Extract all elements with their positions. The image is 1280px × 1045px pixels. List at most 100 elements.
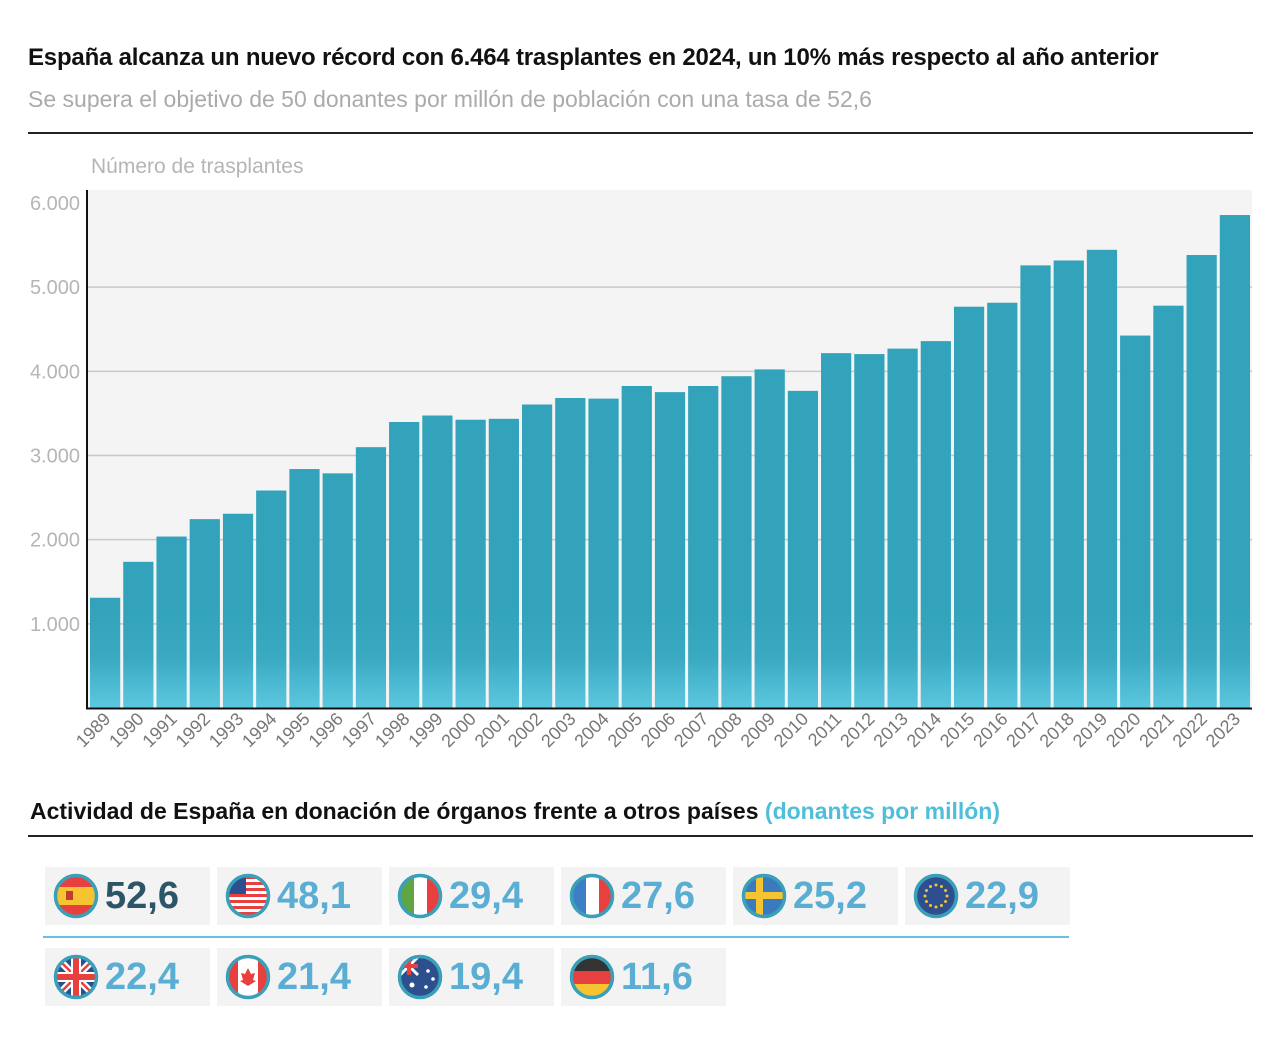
x-tick-label: 1990 xyxy=(105,709,147,751)
bar-1999 xyxy=(422,415,453,708)
bar-2022 xyxy=(1186,255,1217,708)
x-tick-label: 2009 xyxy=(737,709,779,751)
x-tick-label: 1995 xyxy=(271,709,313,751)
x-tick-label: 1997 xyxy=(338,709,380,751)
sweden-flag-icon xyxy=(741,873,787,919)
x-tick-label: 2007 xyxy=(670,709,712,751)
bar-2008 xyxy=(721,376,752,708)
bar-1996 xyxy=(322,473,353,708)
bar-1994 xyxy=(256,490,287,708)
x-tick-label: 2000 xyxy=(437,709,479,751)
bar-2001 xyxy=(488,418,519,708)
bar-1993 xyxy=(222,513,254,708)
country-card: 27,6 xyxy=(561,867,726,925)
donor-rate-value: 29,4 xyxy=(449,874,523,917)
x-tick-label: 2018 xyxy=(1036,709,1078,751)
y-tick-label: 1.000 xyxy=(30,614,80,636)
x-tick-label: 2023 xyxy=(1202,709,1244,751)
x-tick-label: 2014 xyxy=(903,709,945,751)
y-tick-label: 2.000 xyxy=(30,530,80,552)
y-tick-label: 4.000 xyxy=(30,361,80,383)
x-tick-label: 1999 xyxy=(404,709,446,751)
country-card: 52,6 xyxy=(45,867,210,925)
divider xyxy=(28,835,1253,837)
bar-2017 xyxy=(1020,265,1051,708)
divider xyxy=(28,132,1253,134)
bar-2007 xyxy=(688,385,719,708)
y-axis-label: Número de trasplantes xyxy=(91,155,304,178)
x-tick-label: 2019 xyxy=(1069,709,1111,751)
x-tick-label: 2016 xyxy=(969,709,1011,751)
x-tick-label: 1996 xyxy=(305,709,347,751)
x-tick-label: 2012 xyxy=(836,709,878,751)
x-tick-label: 2015 xyxy=(936,709,978,751)
x-tick-label: 1994 xyxy=(238,709,280,751)
comparison-title: Actividad de España en donación de órgan… xyxy=(30,798,1000,825)
donor-rate-value: 19,4 xyxy=(449,955,523,998)
x-tick-label: 2004 xyxy=(570,709,612,751)
eu-flag-icon xyxy=(913,873,959,919)
bar-2003 xyxy=(555,398,586,708)
france-flag-icon xyxy=(569,873,615,919)
italy-flag-icon xyxy=(397,873,443,919)
y-tick-label: 5.000 xyxy=(30,277,80,299)
x-tick-label: 2017 xyxy=(1002,709,1044,751)
x-tick-label: 2021 xyxy=(1135,709,1177,751)
bar-1989 xyxy=(90,597,121,708)
bar-2006 xyxy=(654,392,686,708)
bar-2000 xyxy=(455,419,486,708)
bar-2020 xyxy=(1120,335,1151,708)
x-tick-label: 2008 xyxy=(703,709,745,751)
donor-rate-value: 25,2 xyxy=(793,874,867,917)
bar-2016 xyxy=(987,302,1018,708)
country-card: 22,9 xyxy=(905,867,1070,925)
comparison-title-text: Actividad de España en donación de órgan… xyxy=(30,798,759,824)
bar-2005 xyxy=(621,385,652,708)
bar-2014 xyxy=(920,341,951,708)
x-tick-label: 2013 xyxy=(869,709,911,751)
country-card: 29,4 xyxy=(389,867,554,925)
x-tick-label: 2006 xyxy=(637,709,679,751)
bar-1990 xyxy=(123,561,154,708)
chart-subtitle: Se supera el objetivo de 50 donantes por… xyxy=(28,86,872,112)
uk-flag-icon xyxy=(53,954,99,1000)
donor-rate-value: 48,1 xyxy=(277,874,351,917)
canada-flag-icon xyxy=(225,954,271,1000)
country-card: 22,4 xyxy=(45,948,210,1006)
x-tick-label: 1989 xyxy=(72,709,114,751)
x-tick-label: 2011 xyxy=(804,709,846,751)
row-divider xyxy=(43,936,1069,938)
bar-2013 xyxy=(887,348,918,708)
country-card: 21,4 xyxy=(217,948,382,1006)
x-tick-label: 2020 xyxy=(1102,709,1144,751)
donor-rate-value: 22,9 xyxy=(965,874,1039,917)
bar-1995 xyxy=(289,469,320,708)
bar-2021 xyxy=(1153,305,1184,708)
bar-2012 xyxy=(854,354,885,708)
usa-flag-icon xyxy=(225,873,271,919)
x-tick-label: 1991 xyxy=(138,709,180,751)
bar-2002 xyxy=(521,404,553,708)
x-tick-label: 1998 xyxy=(371,709,413,751)
donor-rate-value: 27,6 xyxy=(621,874,695,917)
spain-flag-icon xyxy=(53,873,99,919)
bar-1998 xyxy=(389,422,420,708)
country-card: 11,6 xyxy=(561,948,726,1006)
bar-2009 xyxy=(754,369,785,708)
bar-2019 xyxy=(1086,249,1118,708)
y-tick-label: 6.000 xyxy=(30,193,80,215)
x-tick-label: 1992 xyxy=(172,709,214,751)
australia-flag-icon xyxy=(397,954,443,1000)
x-tick-label: 2010 xyxy=(770,709,812,751)
bar-1992 xyxy=(189,519,220,708)
germany-flag-icon xyxy=(569,954,615,1000)
country-card: 19,4 xyxy=(389,948,554,1006)
bar-2004 xyxy=(588,398,619,708)
x-tick-label: 2001 xyxy=(471,709,513,751)
bar-2023 xyxy=(1219,215,1250,708)
bar-1991 xyxy=(156,536,187,708)
x-tick-label: 2022 xyxy=(1169,709,1211,751)
x-tick-label: 1993 xyxy=(205,709,247,751)
country-card: 25,2 xyxy=(733,867,898,925)
